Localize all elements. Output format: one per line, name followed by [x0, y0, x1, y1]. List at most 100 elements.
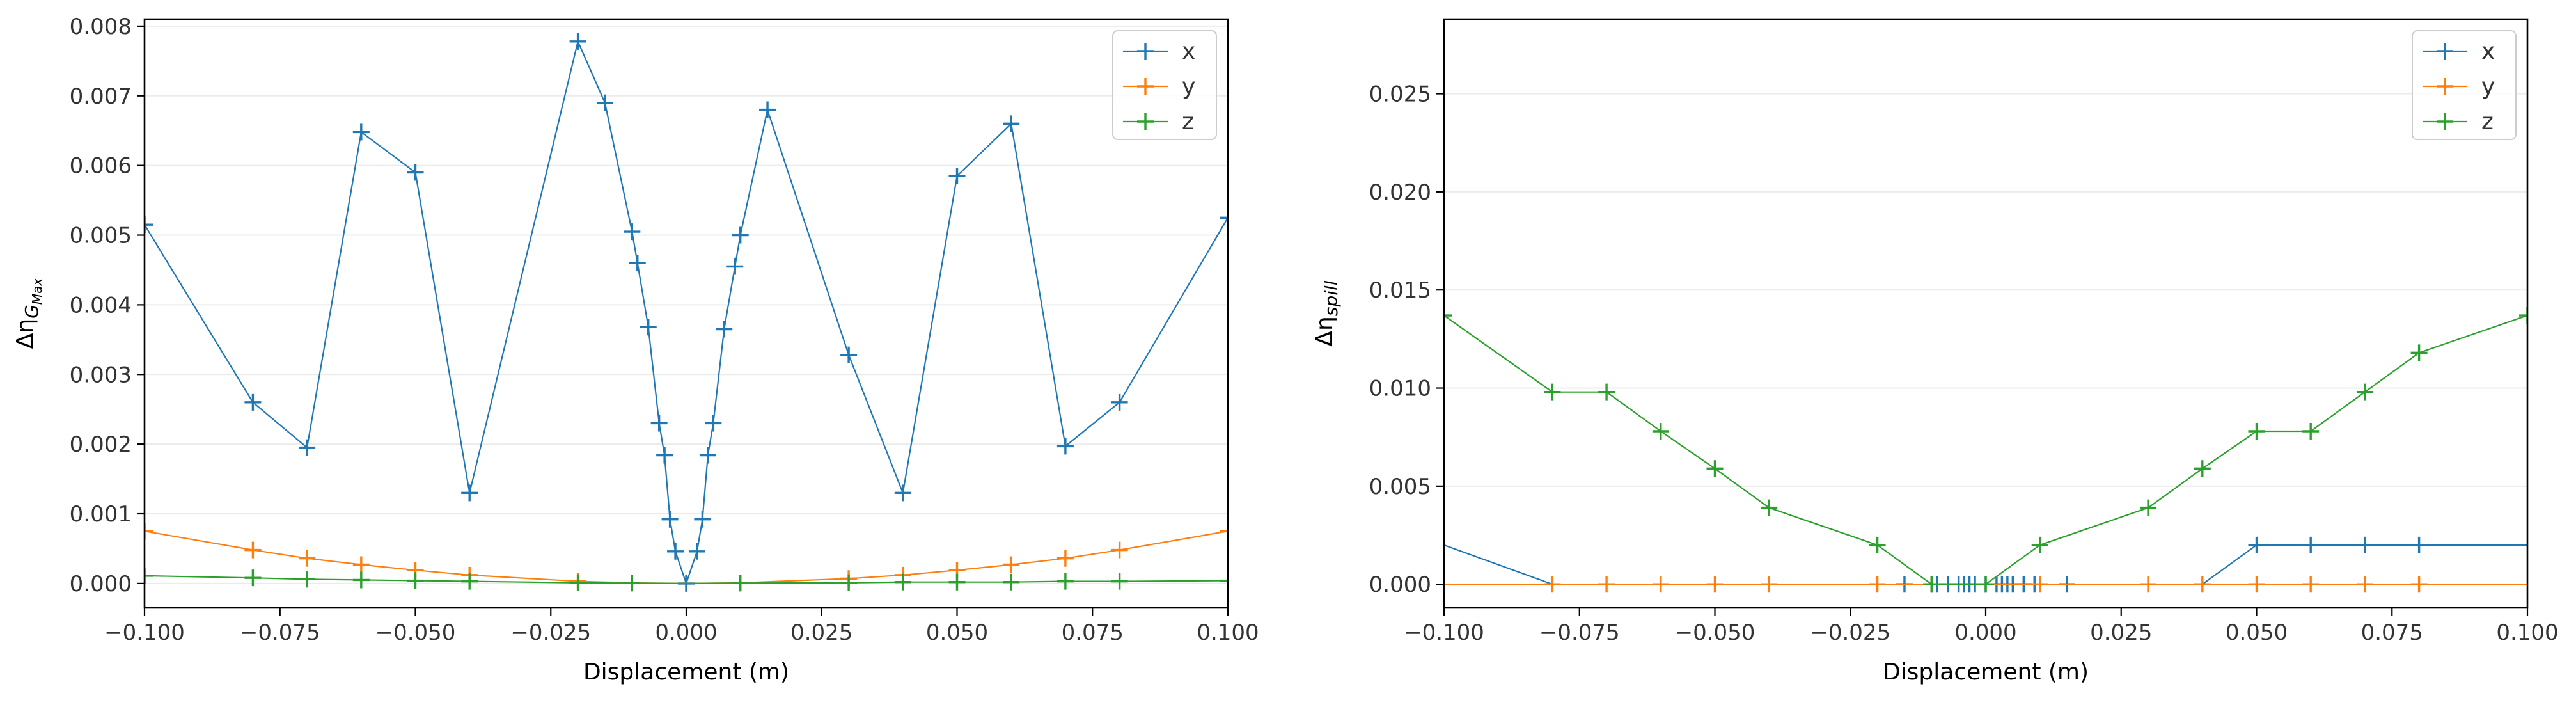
data-point-x — [699, 447, 716, 464]
data-point-x — [732, 226, 749, 244]
data-point-z — [2519, 307, 2527, 324]
data-point-x — [1111, 393, 1128, 411]
data-point-x — [688, 543, 705, 560]
data-point-z — [948, 573, 966, 591]
legend-label-z: z — [2481, 109, 2494, 135]
legend-label-x: x — [2481, 38, 2495, 65]
data-point-y — [1056, 550, 1074, 567]
x-tick-label: 0.025 — [2090, 620, 2152, 646]
data-point-y — [1869, 576, 1886, 593]
chart-left: 0.000 0.001 0.002 0.003 0.004 0.005 0.006 0.007… — [12, 14, 1259, 685]
y-tick-label: 0.000 — [70, 571, 132, 597]
legend: xyz — [2412, 30, 2517, 140]
data-point-z — [407, 572, 424, 589]
legend-marker-z — [1137, 113, 1154, 130]
data-point-y — [1706, 576, 1724, 593]
data-point-y — [1220, 523, 1228, 540]
data-point-y — [2302, 576, 2320, 593]
y-tick-label: 0.003 — [70, 362, 132, 388]
data-point-x — [726, 258, 744, 275]
data-point-y — [1652, 576, 1669, 593]
x-tick-label: −0.025 — [510, 620, 591, 646]
data-point-x — [2302, 536, 2320, 553]
y-tick-label: 0.005 — [1369, 474, 1431, 500]
x-tick-label: −0.075 — [240, 620, 320, 646]
series-line-z — [145, 575, 1228, 585]
data-point-z — [624, 575, 641, 592]
data-point-z — [840, 574, 858, 591]
y-tick-label: 0.000 — [1369, 572, 1431, 598]
data-point-z — [1977, 576, 1994, 593]
data-point-x — [629, 255, 646, 272]
data-point-z — [1111, 573, 1128, 590]
data-point-z — [1056, 573, 1074, 590]
data-point-x — [244, 393, 262, 411]
data-point-z — [2410, 344, 2428, 361]
y-axis-label: Δηspill — [1312, 280, 1342, 346]
data-point-z — [1598, 383, 1615, 401]
data-point-z — [2356, 383, 2373, 401]
data-point-z — [2140, 499, 2157, 516]
x-tick-label: 0.025 — [790, 620, 852, 646]
legend-marker-y — [2437, 78, 2453, 95]
legend: xyz — [1112, 30, 1217, 140]
data-point-y — [2140, 576, 2157, 593]
x-tick-label: −0.050 — [1675, 620, 1755, 646]
legend-box — [1112, 30, 1217, 140]
data-point-x — [650, 415, 668, 432]
legend-marker-x — [1137, 43, 1154, 60]
data-point-x — [569, 33, 586, 50]
legend-marker-z — [2437, 113, 2453, 130]
data-point-z — [2031, 536, 2048, 553]
data-point-y — [1544, 576, 1561, 593]
legend-marker-x — [2437, 43, 2453, 60]
data-point-x — [1056, 438, 1074, 455]
y-tick-label: 0.025 — [1369, 82, 1431, 107]
data-point-x — [656, 447, 673, 464]
y-tick-label: 0.004 — [70, 292, 132, 318]
legend-marker-y — [1137, 78, 1154, 95]
data-point-x — [1003, 115, 1020, 132]
data-point-z — [2302, 423, 2320, 440]
data-point-x — [894, 484, 911, 502]
data-point-z — [1544, 383, 1561, 401]
data-point-y — [1598, 576, 1615, 593]
data-point-x — [759, 101, 776, 118]
data-point-z — [1923, 576, 1940, 593]
x-tick-label: 0.050 — [926, 620, 988, 646]
data-point-z — [244, 569, 262, 587]
data-point-z — [1869, 536, 1886, 553]
data-point-x — [1220, 209, 1228, 226]
x-axis-label: Displacement (m) — [1883, 659, 2089, 685]
chart-right: 0.000 0.005 0.010 0.015 0.020 0.025 −0.100 −0.0… — [1312, 18, 2559, 685]
data-point-x — [624, 223, 641, 241]
data-point-z — [461, 573, 478, 590]
data-point-y — [2194, 576, 2211, 593]
y-tick-label: 0.007 — [70, 84, 132, 109]
x-tick-label: −0.025 — [1810, 620, 1890, 646]
y-tick-label: 0.020 — [1369, 180, 1431, 205]
data-point-x — [352, 123, 370, 141]
data-point-x — [2410, 536, 2428, 553]
data-point-x — [299, 439, 316, 456]
legend-label-z: z — [1182, 109, 1194, 135]
data-point-z — [352, 571, 370, 589]
x-axis-label: Displacement (m) — [583, 659, 789, 685]
data-point-x — [2248, 536, 2265, 553]
y-tick-label: 0.001 — [70, 502, 132, 527]
x-tick-label: −0.050 — [375, 620, 456, 646]
x-tick-label: 0.000 — [1954, 620, 2016, 646]
x-tick-label: 0.100 — [1197, 620, 1259, 646]
x-tick-label: 0.075 — [1062, 620, 1124, 646]
data-point-x — [716, 321, 733, 338]
y-tick-label: 0.002 — [70, 432, 132, 457]
legend-label-y: y — [2481, 74, 2495, 100]
data-point-x — [461, 484, 478, 502]
data-point-x — [948, 167, 966, 184]
y-tick-label: 0.006 — [70, 154, 132, 179]
data-point-z — [2248, 423, 2265, 440]
data-point-z — [1444, 307, 1452, 324]
